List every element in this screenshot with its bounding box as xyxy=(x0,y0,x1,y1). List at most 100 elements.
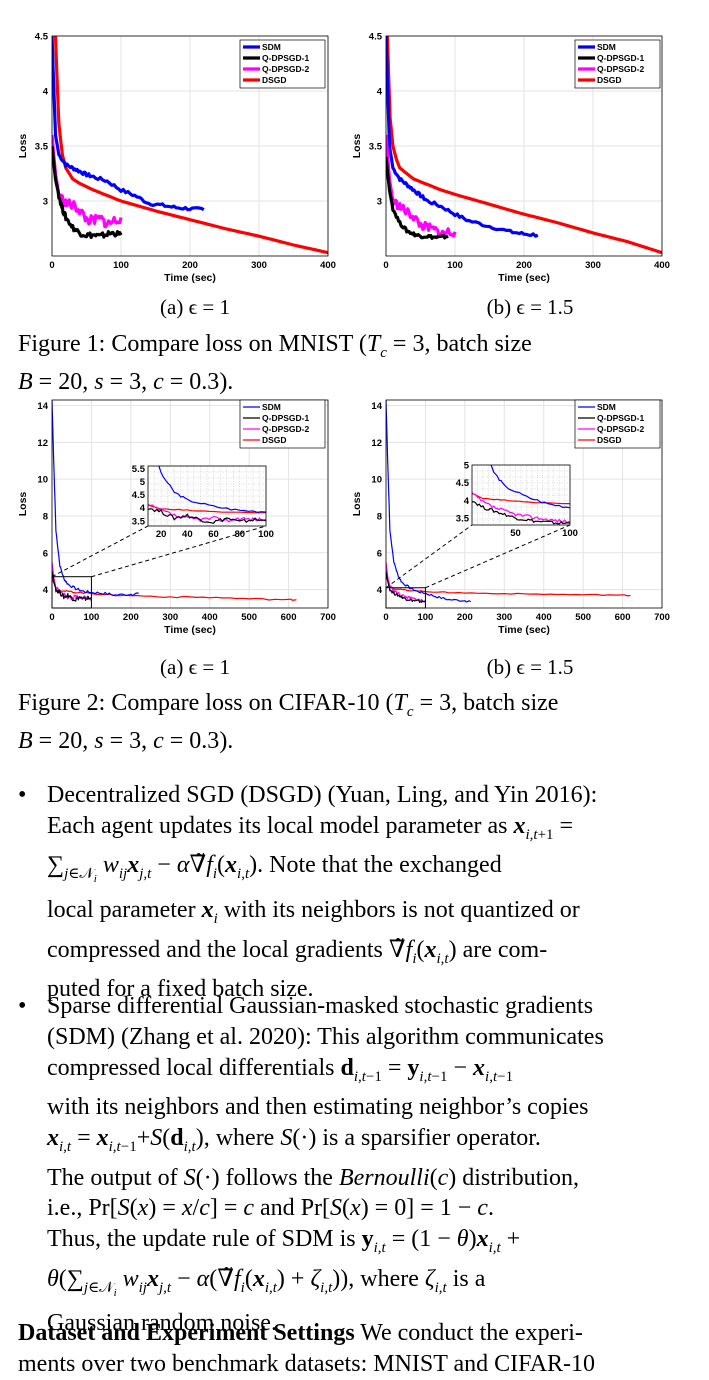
dataset-heading: Dataset and Experiment Settings xyxy=(18,1320,355,1346)
x-axis-label: Time (sec) xyxy=(164,624,216,636)
series-line-sdm xyxy=(386,400,472,603)
inset-series-group xyxy=(472,465,570,525)
y-tick-label: 4.5 xyxy=(35,32,49,43)
inset-series-dsgd xyxy=(472,492,570,505)
series-group xyxy=(52,36,328,255)
inset-x-tick: 100 xyxy=(562,528,578,539)
y-tick-label: 14 xyxy=(371,401,382,412)
y-tick-label: 8 xyxy=(377,511,382,522)
legend-label: Q-DPSGD-1 xyxy=(262,413,310,423)
inset-x-tick: 60 xyxy=(208,529,219,540)
series-line-sdm xyxy=(386,36,539,238)
y-tick-label: 10 xyxy=(371,475,382,486)
y-axis-label: Loss xyxy=(17,134,29,159)
figure2-panel-a: 0 100 200 300 400 500 600 700 4 6 8 10 12 14 Time (sec… xyxy=(17,399,336,636)
legend-label: SDM xyxy=(262,402,281,412)
x-tick-label: 300 xyxy=(162,612,178,623)
x-tick-label: 400 xyxy=(654,260,670,271)
x-axis-label: Time (sec) xyxy=(498,272,550,284)
x-axis-label: Time (sec) xyxy=(164,272,216,284)
figure1-subcaption-b: (b) ϵ = 1.5 xyxy=(486,295,574,319)
legend-label: Q-DPSGD-2 xyxy=(597,64,645,74)
legend-label: SDM xyxy=(597,42,616,52)
inset-x-tick: 100 xyxy=(258,529,274,540)
y-tick-label: 3 xyxy=(43,197,48,208)
dataset-paragraph: Dataset and Experiment Settings We condu… xyxy=(18,1320,596,1377)
plot-frame xyxy=(385,35,663,257)
legend-label: Q-DPSGD-2 xyxy=(597,424,645,434)
x-tick-label: 500 xyxy=(575,612,591,623)
inset-series-q-dpsgd-1 xyxy=(472,499,570,525)
zoom-connector xyxy=(91,525,267,578)
bullet-marker: • xyxy=(18,782,27,808)
y-tick-label: 6 xyxy=(43,548,48,559)
inset-y-tick: 3.5 xyxy=(132,516,146,527)
figure1-subcaption-a: (a) ϵ = 1 xyxy=(160,295,230,319)
inset-x-tick: 80 xyxy=(234,529,245,540)
series-group xyxy=(52,400,297,602)
figure1-caption: Figure 1: Compare loss on MNIST (Tc = 3,… xyxy=(18,331,532,395)
inset-series-group xyxy=(148,466,266,524)
y-tick-label: 6 xyxy=(377,548,382,559)
x-tick-label: 0 xyxy=(49,612,54,623)
series-line-q-dpsgd-1 xyxy=(52,145,123,240)
zoom-connector xyxy=(425,524,571,589)
inset-frame xyxy=(471,464,571,526)
y-tick-label: 4 xyxy=(43,585,49,596)
plot-frame xyxy=(51,399,329,609)
x-tick-label: 300 xyxy=(496,612,512,623)
x-tick-label: 200 xyxy=(123,612,139,623)
series-line-q-dpsgd-1 xyxy=(386,571,426,603)
x-tick-label: 200 xyxy=(516,260,532,271)
y-tick-label: 3.5 xyxy=(369,142,383,153)
inset-x-tick: 40 xyxy=(182,529,193,540)
x-tick-label: 400 xyxy=(536,612,552,623)
series-line-sdm xyxy=(52,36,205,212)
legend-label: SDM xyxy=(597,402,616,412)
series-group xyxy=(386,400,631,603)
y-tick-label: 10 xyxy=(37,475,48,486)
x-tick-label: 200 xyxy=(182,260,198,271)
inset-y-tick: 4 xyxy=(140,503,146,514)
x-tick-label: 0 xyxy=(49,260,54,271)
x-tick-label: 300 xyxy=(585,260,601,271)
x-tick-label: 600 xyxy=(281,612,297,623)
y-tick-label: 3.5 xyxy=(35,142,49,153)
series-line-q-dpsgd-1 xyxy=(52,571,92,602)
y-tick-label: 3 xyxy=(377,197,382,208)
series-group xyxy=(386,36,662,255)
inset-y-tick: 5 xyxy=(140,477,146,488)
zoom-region xyxy=(51,576,92,609)
y-axis-label: Loss xyxy=(17,492,29,517)
inset-frame xyxy=(147,465,267,527)
legend-label: Q-DPSGD-1 xyxy=(597,53,645,63)
series-line-q-dpsgd-1 xyxy=(386,156,449,240)
legend-label: DSGD xyxy=(597,75,622,85)
x-tick-label: 200 xyxy=(457,612,473,623)
x-tick-label: 0 xyxy=(383,260,388,271)
legend-label: Q-DPSGD-2 xyxy=(262,64,310,74)
series-line-q-dpsgd-2 xyxy=(386,561,426,603)
x-tick-label: 100 xyxy=(417,612,433,623)
series-line-dsgd xyxy=(386,36,662,255)
y-tick-label: 12 xyxy=(371,438,382,449)
y-tick-label: 4 xyxy=(377,87,383,98)
figure2-caption: Figure 2: Compare loss on CIFAR-10 (Tc =… xyxy=(18,690,559,754)
series-line-dsgd xyxy=(53,36,328,255)
figure2-subcaption-b: (b) ϵ = 1.5 xyxy=(486,655,574,679)
plot-frame xyxy=(385,399,663,609)
y-tick-label: 4.5 xyxy=(369,32,383,43)
inset-series-q-dpsgd-2 xyxy=(148,503,266,523)
x-tick-label: 600 xyxy=(615,612,631,623)
inset-series-sdm xyxy=(490,465,570,509)
inset-x-tick: 50 xyxy=(510,528,521,539)
x-axis-label: Time (sec) xyxy=(498,624,550,636)
inset-y-tick: 4.5 xyxy=(132,490,146,501)
legend-label: Q-DPSGD-1 xyxy=(597,413,645,423)
inset-y-tick: 5 xyxy=(464,461,470,472)
legend-label: Q-DPSGD-1 xyxy=(262,53,310,63)
x-tick-label: 0 xyxy=(383,612,388,623)
x-tick-label: 300 xyxy=(251,260,267,271)
